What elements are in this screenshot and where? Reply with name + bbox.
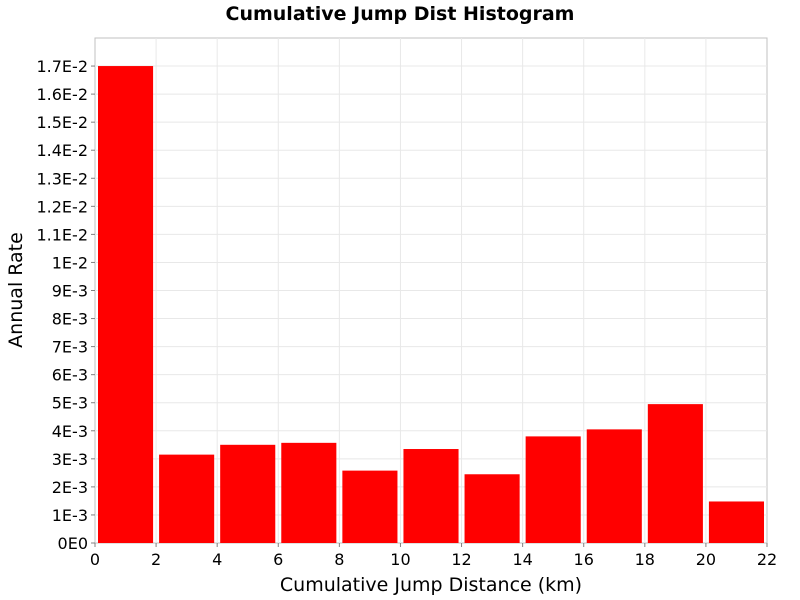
y-tick-label: 9E-3 xyxy=(52,282,88,301)
x-tick-label: 14 xyxy=(512,550,532,569)
histogram-bar xyxy=(464,474,520,543)
histogram-bar xyxy=(403,449,459,543)
y-axis-title: Annual Rate xyxy=(5,232,27,348)
x-tick-label: 18 xyxy=(635,550,655,569)
y-tick-label: 4E-3 xyxy=(52,422,88,441)
x-tick-label: 22 xyxy=(757,550,777,569)
y-tick-label: 5E-3 xyxy=(52,394,88,413)
histogram-bar xyxy=(98,66,154,544)
y-tick-label: 0E0 xyxy=(58,534,88,553)
y-tick-label: 7E-3 xyxy=(52,338,88,357)
x-tick-label: 8 xyxy=(334,550,344,569)
y-tick-label: 1.3E-2 xyxy=(36,169,88,188)
x-axis-ticks: 0 2 4 6 8 10 12 14 16 18 20 22 xyxy=(90,543,777,569)
y-tick-label: 3E-3 xyxy=(52,450,88,469)
histogram-bar xyxy=(525,436,581,543)
y-tick-label: 1.2E-2 xyxy=(36,197,88,216)
x-tick-label: 12 xyxy=(451,550,471,569)
x-tick-label: 6 xyxy=(273,550,283,569)
x-tick-label: 10 xyxy=(390,550,410,569)
x-tick-label: 2 xyxy=(151,550,161,569)
chart-title: Cumulative Jump Dist Histogram xyxy=(226,3,575,25)
y-tick-label: 1E-2 xyxy=(52,253,88,272)
y-tick-label: 1.4E-2 xyxy=(36,141,88,160)
y-tick-label: 1.6E-2 xyxy=(36,85,88,104)
y-tick-label: 1.1E-2 xyxy=(36,225,88,244)
y-tick-label: 1.7E-2 xyxy=(36,57,88,76)
x-tick-label: 16 xyxy=(574,550,594,569)
histogram-bar xyxy=(342,470,398,543)
histogram-bar xyxy=(159,454,215,543)
x-axis-title: Cumulative Jump Distance (km) xyxy=(280,574,582,596)
bars xyxy=(98,66,764,544)
x-tick-label: 4 xyxy=(212,550,222,569)
y-tick-label: 1.5E-2 xyxy=(36,113,88,132)
y-tick-label: 2E-3 xyxy=(52,478,88,497)
y-tick-label: 6E-3 xyxy=(52,366,88,385)
y-tick-label: 8E-3 xyxy=(52,310,88,329)
histogram-bar xyxy=(708,501,764,543)
histogram-bar xyxy=(586,429,642,543)
x-tick-label: 0 xyxy=(90,550,100,569)
x-tick-label: 20 xyxy=(696,550,716,569)
histogram-bar xyxy=(281,442,337,543)
histogram-bar xyxy=(647,404,703,543)
histogram-bar xyxy=(220,444,276,543)
y-axis-ticks: 0E0 1E-3 2E-3 3E-3 4E-3 5E-3 6E-3 7E-3 8E-3 9E-3 1… xyxy=(36,57,95,553)
y-tick-label: 1E-3 xyxy=(52,506,88,525)
